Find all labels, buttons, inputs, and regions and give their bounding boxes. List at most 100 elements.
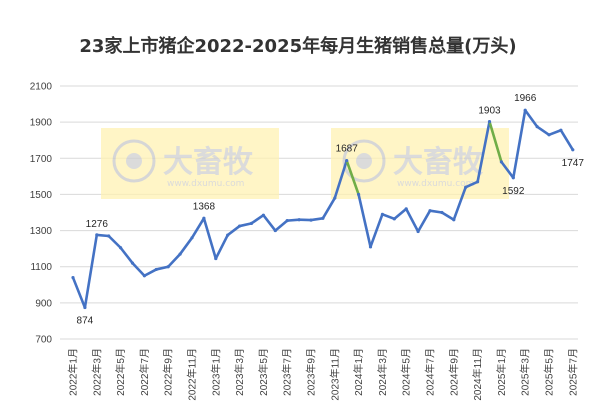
x-tick-label: 2023年3月 xyxy=(233,348,246,396)
data-point xyxy=(154,267,158,272)
x-tick-label: 2024年5月 xyxy=(400,348,413,396)
series-segment xyxy=(107,234,122,250)
data-label: 1903 xyxy=(478,106,501,117)
data-point xyxy=(130,261,135,265)
series-segment xyxy=(285,218,301,222)
x-tick-label: 2024年1月 xyxy=(352,348,365,396)
data-label: 1368 xyxy=(193,201,216,212)
data-point xyxy=(464,185,468,189)
data-label: 1592 xyxy=(502,186,525,197)
x-tick-label: 2024年3月 xyxy=(376,348,389,396)
series-segment xyxy=(238,222,253,228)
x-tick-label: 2022年1月 xyxy=(67,348,80,396)
data-point xyxy=(178,252,182,256)
series-segment xyxy=(262,213,277,232)
watermark-logo-dot xyxy=(126,153,142,169)
series-segment xyxy=(404,207,420,233)
series-segment xyxy=(357,193,372,249)
series-segment xyxy=(440,211,456,222)
series-segment xyxy=(547,128,563,137)
data-point xyxy=(559,128,563,132)
series-segment xyxy=(333,159,349,200)
y-tick-label: 900 xyxy=(35,298,52,309)
x-tick-label: 2025年3月 xyxy=(519,348,532,396)
data-point xyxy=(285,219,289,223)
data-point xyxy=(166,265,170,269)
x-tick-label: 2022年7月 xyxy=(138,348,151,396)
watermark-url: www.dxumu.com xyxy=(397,179,474,189)
series-segment xyxy=(321,196,337,220)
series-segment xyxy=(535,125,551,137)
data-point xyxy=(571,148,575,152)
data-point xyxy=(416,229,420,234)
data-label: 874 xyxy=(77,316,94,327)
series-segment xyxy=(250,213,265,225)
x-tick-label: 2023年11月 xyxy=(328,348,341,401)
data-point xyxy=(202,216,206,220)
series-segment xyxy=(214,233,229,260)
x-tick-label: 2025年5月 xyxy=(543,348,556,396)
data-label: 1276 xyxy=(86,219,109,230)
series-segment xyxy=(523,108,539,128)
data-point xyxy=(428,209,432,213)
data-point xyxy=(190,236,194,240)
data-point xyxy=(357,192,361,197)
data-point xyxy=(142,274,146,278)
data-point xyxy=(83,305,87,310)
x-tick-label: 2023年9月 xyxy=(305,348,318,396)
series-segment xyxy=(83,233,99,309)
series-segment xyxy=(476,120,491,184)
series-segment xyxy=(143,268,158,278)
data-point xyxy=(309,218,313,222)
series-segment xyxy=(428,209,444,214)
watermark-logo-dot xyxy=(356,153,372,169)
y-tick-label: 1100 xyxy=(30,262,52,273)
series-segment xyxy=(392,207,408,221)
series-line xyxy=(71,108,575,310)
series-segment xyxy=(190,216,206,240)
series-segment xyxy=(452,185,468,222)
x-tick-label: 2022年11月 xyxy=(186,348,199,401)
y-tick-label: 700 xyxy=(35,335,52,346)
series-segment xyxy=(131,261,146,278)
watermark-url: www.dxumu.com xyxy=(167,179,244,189)
series-segment xyxy=(155,265,170,271)
data-point xyxy=(107,234,111,238)
data-point xyxy=(476,180,480,184)
x-tick-label: 2023年5月 xyxy=(257,348,270,396)
data-point xyxy=(499,160,503,164)
data-point xyxy=(368,245,373,249)
watermark-brand: 大畜牧 xyxy=(393,145,484,180)
data-point xyxy=(119,246,123,250)
series-segment xyxy=(416,209,432,233)
watermark-logo-icon xyxy=(342,139,386,183)
watermark-brand: 大畜牧 xyxy=(163,145,254,180)
series-segment xyxy=(511,108,527,180)
watermark-logo-icon xyxy=(112,139,156,183)
data-point xyxy=(440,210,444,215)
data-label: 1966 xyxy=(514,93,537,104)
y-tick-label: 1300 xyxy=(30,226,53,237)
data-point xyxy=(380,212,384,216)
data-point xyxy=(487,120,492,124)
series-segment xyxy=(309,216,325,222)
series-segment xyxy=(95,233,110,238)
series-segment xyxy=(559,128,575,152)
series-segment xyxy=(345,159,360,196)
y-axis-ticks: 700 900 1100 1300 1500 1700 1900 2100 xyxy=(30,82,53,346)
series-segment xyxy=(119,246,134,265)
data-point xyxy=(238,224,242,228)
series-segment xyxy=(273,219,289,232)
series-segment xyxy=(226,224,241,237)
series-segment xyxy=(464,180,479,189)
data-point xyxy=(511,176,515,180)
data-label: 1687 xyxy=(336,144,359,155)
data-point xyxy=(392,217,396,221)
x-tick-label: 2025年1月 xyxy=(495,348,508,396)
x-tick-label: 2023年7月 xyxy=(281,348,294,396)
data-point xyxy=(333,196,337,200)
